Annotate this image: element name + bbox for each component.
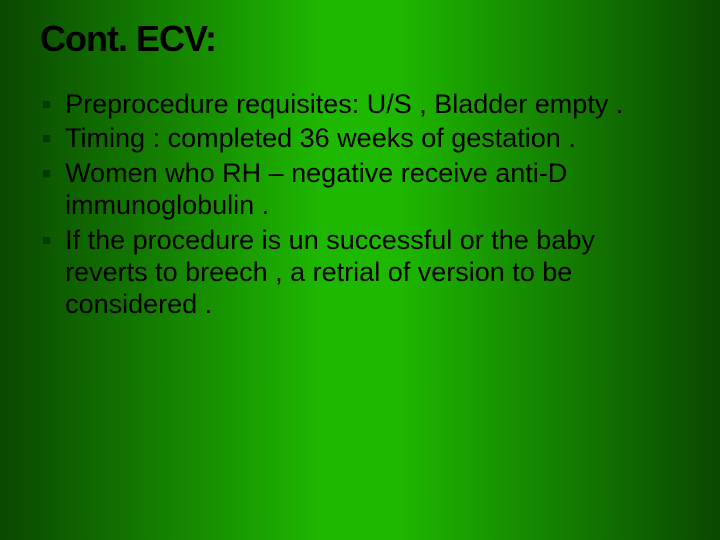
bullet-icon: ■ (42, 96, 51, 114)
bullet-icon: ■ (42, 165, 51, 183)
bullet-text: If the procedure is un successful or the… (65, 224, 676, 321)
slide-title: Cont. ECV: (40, 18, 686, 60)
list-item: ■ Women who RH – negative receive anti-D… (42, 157, 676, 222)
bullet-text: Preprocedure requisites: U/S , Bladder e… (65, 88, 676, 120)
list-item: ■ If the procedure is un successful or t… (42, 224, 676, 321)
slide-content: ■ Preprocedure requisites: U/S , Bladder… (34, 88, 686, 321)
list-item: ■ Timing : completed 36 weeks of gestati… (42, 122, 676, 154)
bullet-icon: ■ (42, 232, 51, 250)
bullet-icon: ■ (42, 130, 51, 148)
slide: Cont. ECV: ■ Preprocedure requisites: U/… (0, 0, 720, 540)
list-item: ■ Preprocedure requisites: U/S , Bladder… (42, 88, 676, 120)
bullet-text: Timing : completed 36 weeks of gestation… (65, 122, 676, 154)
bullet-text: Women who RH – negative receive anti-D i… (65, 157, 676, 222)
